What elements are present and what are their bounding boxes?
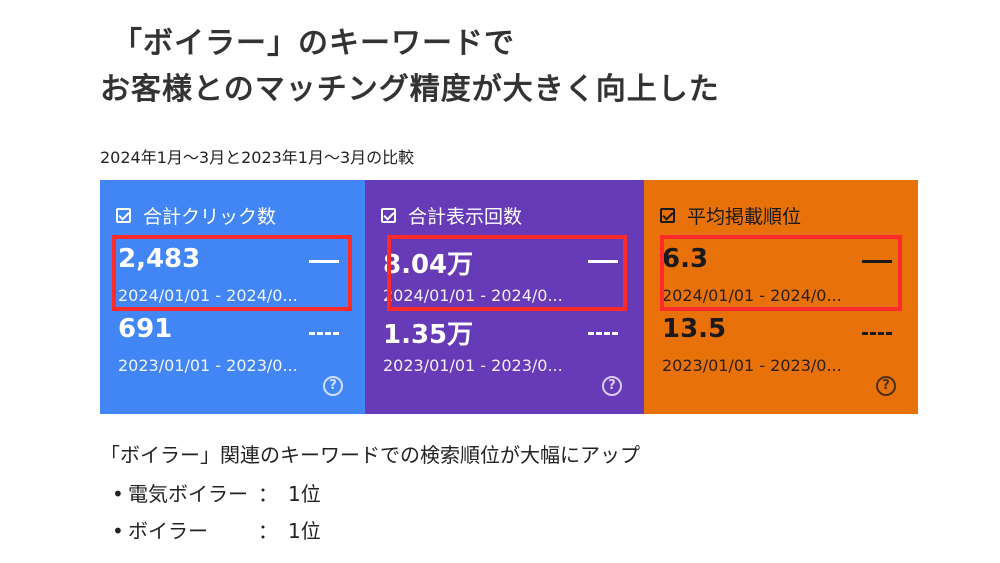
card-label: 平均掲載順位 <box>687 206 802 228</box>
help-icon[interactable]: ? <box>602 376 622 396</box>
solid-line-legend-icon <box>862 260 892 263</box>
previous-date-range: 2023/01/01 - 2023/0... <box>662 356 842 375</box>
title-line-1: 「ボイラー」のキーワードで <box>112 26 515 61</box>
title-line-2: お客様とのマッチング精度が大きく向上した <box>100 72 720 107</box>
previous-date-range: 2023/01/01 - 2023/0... <box>383 356 563 375</box>
comparison-period: 2024年1月～3月と2023年1月～3月の比較 <box>100 148 415 167</box>
dashed-line-legend-icon <box>862 332 892 335</box>
current-date-range: 2024/01/01 - 2024/0... <box>383 286 563 305</box>
list-item: • 電気ボイラー ： 1位 <box>112 478 321 507</box>
previous-value: 1.35万 <box>383 320 474 350</box>
highlight-box <box>112 235 352 311</box>
solid-line-legend-icon <box>588 260 618 263</box>
current-value: 8.04万 <box>383 250 474 280</box>
previous-date-range: 2023/01/01 - 2023/0... <box>118 356 298 375</box>
list-item: • ボイラー ： 1位 <box>112 515 321 544</box>
help-icon[interactable]: ? <box>323 376 343 396</box>
metrics-cards: 合計クリック数 2,483 2024/01/01 - 2024/0... 691… <box>100 180 918 414</box>
card-total-impressions[interactable]: 合計表示回数 8.04万 2024/01/01 - 2024/0... 1.35… <box>365 180 644 414</box>
current-value: 6.3 <box>662 244 709 274</box>
keyword: ボイラー <box>128 519 208 543</box>
card-label: 合計表示回数 <box>408 206 523 228</box>
current-value: 2,483 <box>118 244 201 274</box>
highlight-box <box>387 235 627 311</box>
summary-text: 「ボイラー」関連のキーワードでの検索順位が大幅にアップ <box>100 443 640 467</box>
current-date-range: 2024/01/01 - 2024/0... <box>662 286 842 305</box>
previous-value: 13.5 <box>662 314 727 344</box>
rank: 1位 <box>288 482 321 506</box>
checkbox-checked-icon[interactable] <box>116 208 131 223</box>
bullet-icon: • <box>112 482 124 506</box>
dashed-line-legend-icon <box>309 332 339 335</box>
card-header: 合計表示回数 <box>381 202 522 229</box>
separator: ： <box>258 482 278 506</box>
card-header: 合計クリック数 <box>116 202 276 229</box>
card-header: 平均掲載順位 <box>660 202 801 229</box>
card-average-position[interactable]: 平均掲載順位 6.3 2024/01/01 - 2024/0... 13.5 2… <box>644 180 918 414</box>
card-label: 合計クリック数 <box>143 206 277 228</box>
solid-line-legend-icon <box>309 260 339 263</box>
bullet-icon: • <box>112 519 124 543</box>
checkbox-checked-icon[interactable] <box>660 208 675 223</box>
previous-value: 691 <box>118 314 173 344</box>
checkbox-checked-icon[interactable] <box>381 208 396 223</box>
rank: 1位 <box>288 519 321 543</box>
card-total-clicks[interactable]: 合計クリック数 2,483 2024/01/01 - 2024/0... 691… <box>100 180 365 414</box>
current-date-range: 2024/01/01 - 2024/0... <box>118 286 298 305</box>
highlight-box <box>660 235 902 311</box>
dashed-line-legend-icon <box>588 332 618 335</box>
separator: ： <box>258 519 278 543</box>
keyword: 電気ボイラー <box>128 482 248 506</box>
help-icon[interactable]: ? <box>876 376 896 396</box>
